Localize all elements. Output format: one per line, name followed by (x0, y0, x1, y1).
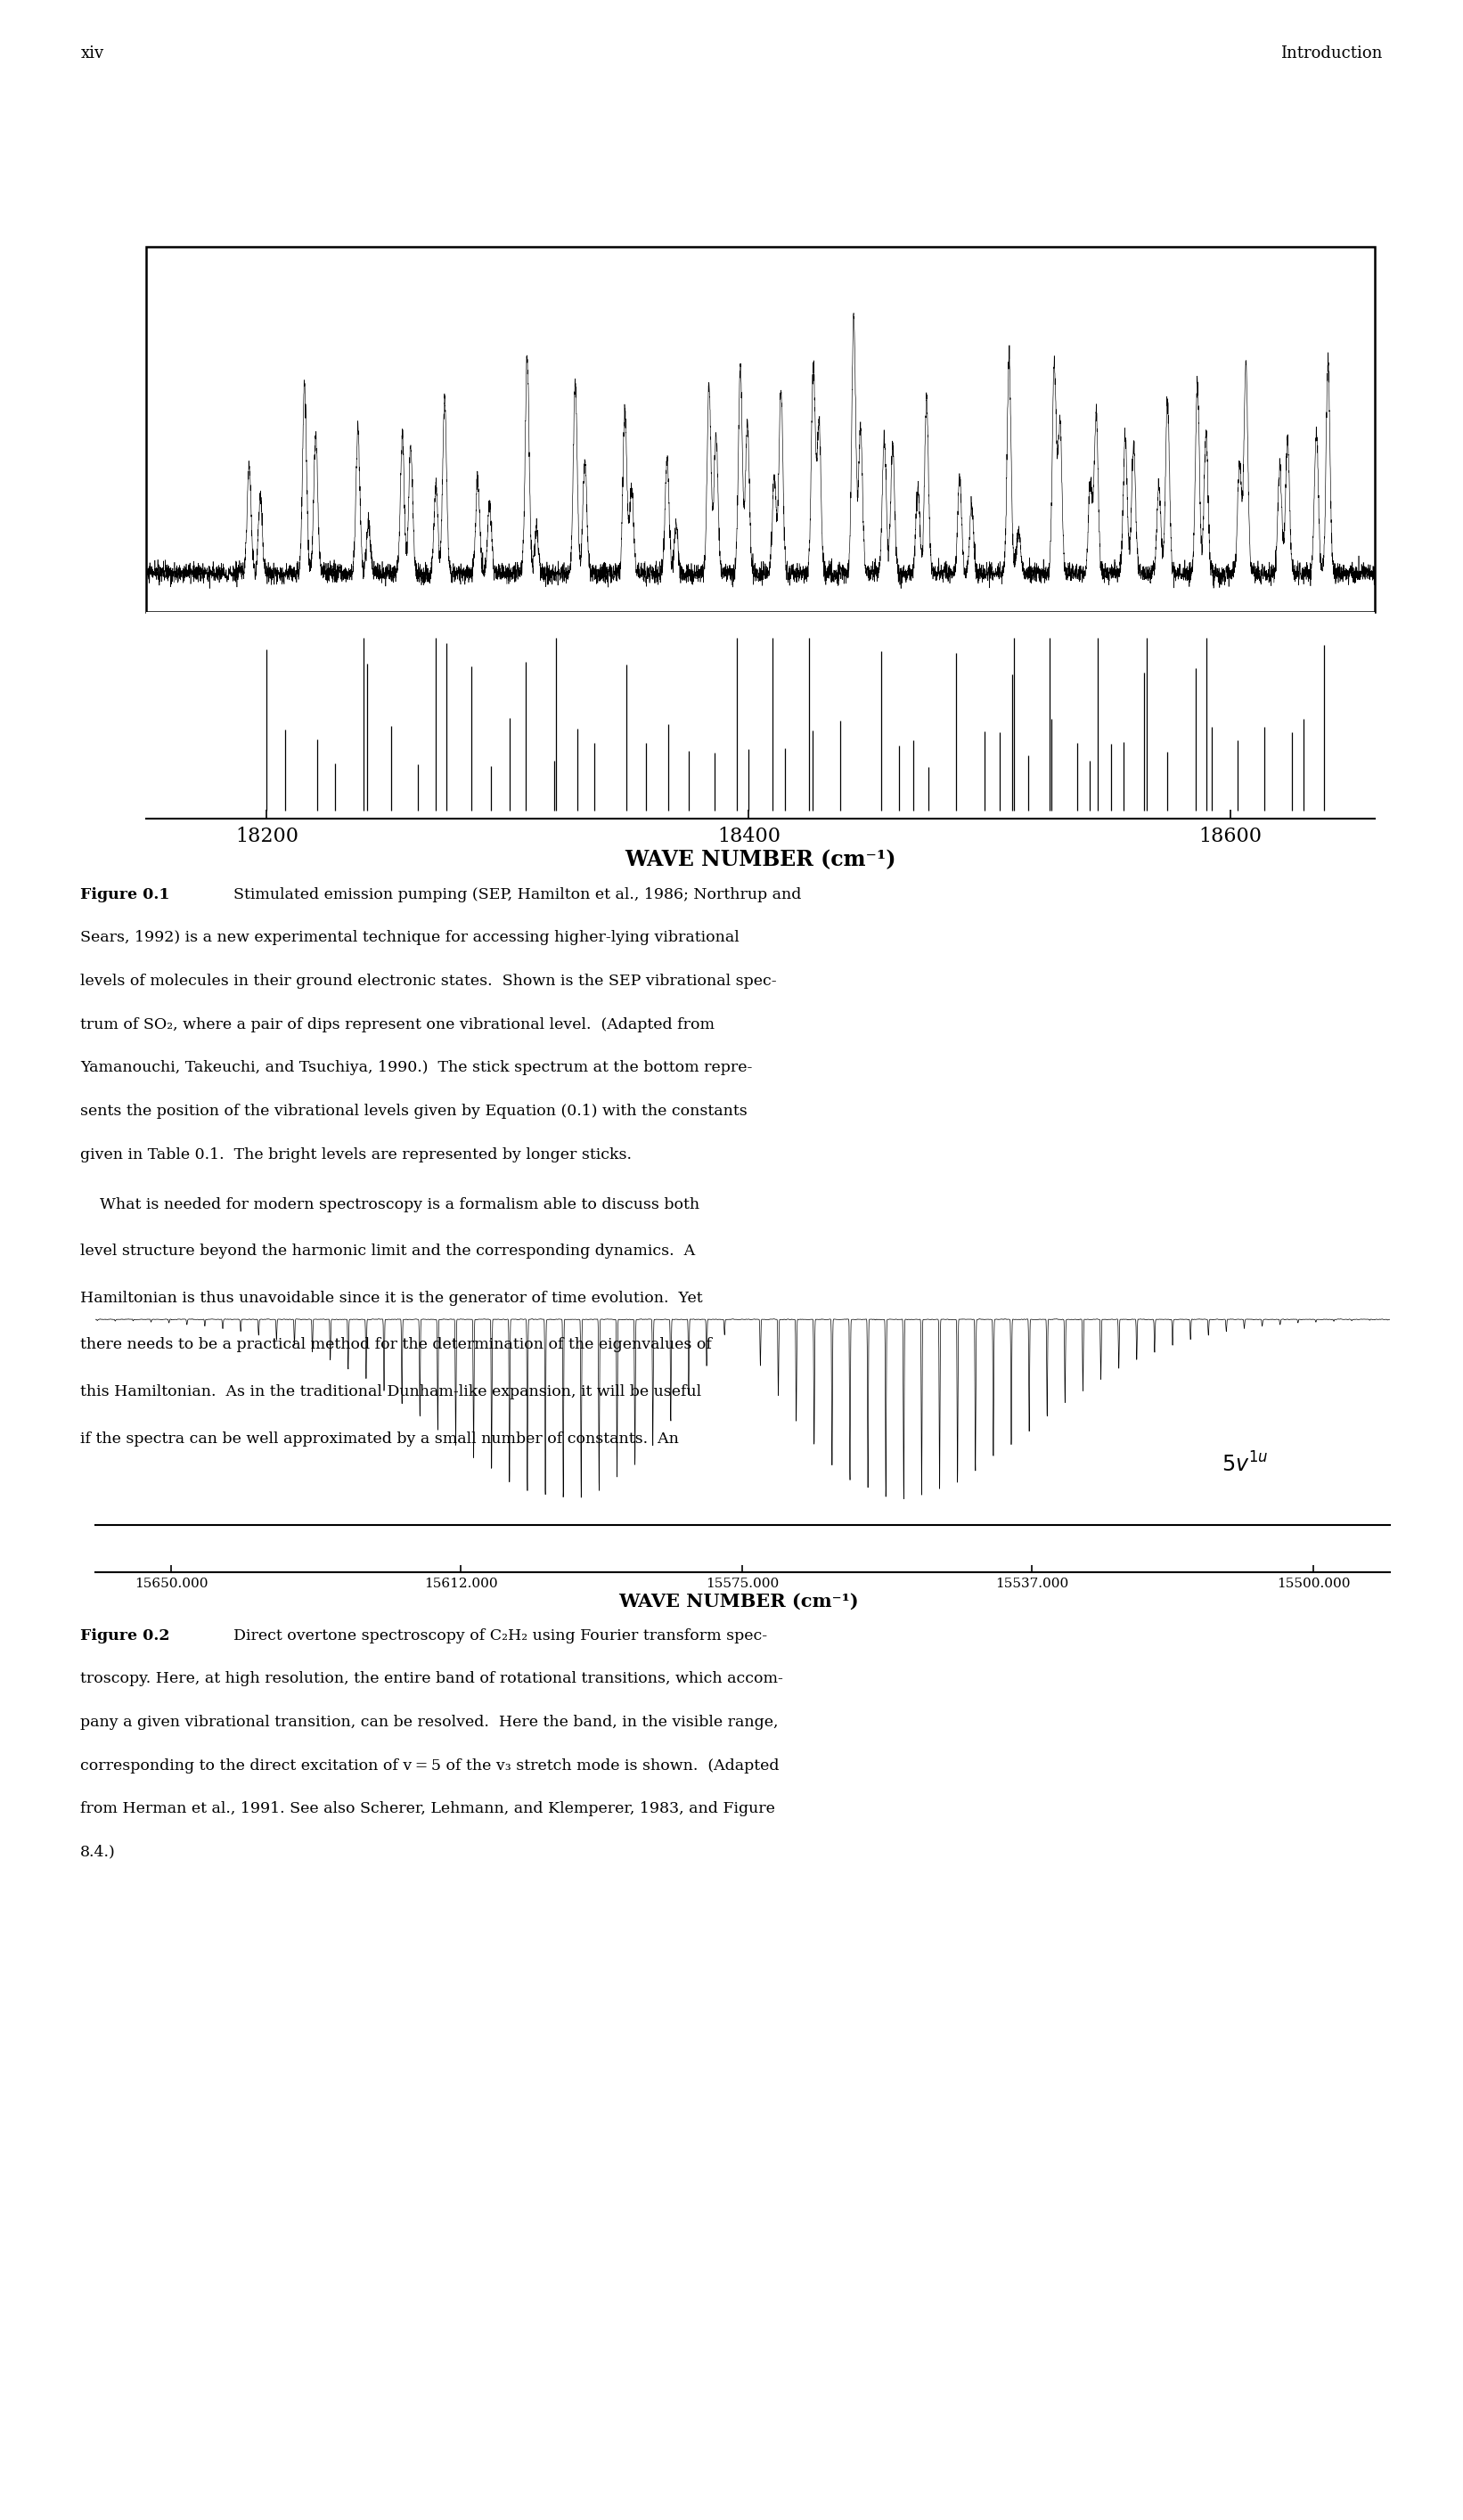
Text: there needs to be a practical method for the determination of the eigenvalues of: there needs to be a practical method for… (80, 1338, 712, 1353)
Text: troscopy. Here, at high resolution, the entire band of rotational transitions, w: troscopy. Here, at high resolution, the … (80, 1671, 783, 1686)
Text: Stimulated emission pumping (SEP, Hamilton et al., 1986; Northrup and: Stimulated emission pumping (SEP, Hamilt… (224, 887, 802, 902)
Text: Introduction: Introduction (1280, 45, 1383, 60)
Text: pany a given vibrational transition, can be resolved.  Here the band, in the vis: pany a given vibrational transition, can… (80, 1714, 778, 1729)
Text: xiv: xiv (80, 45, 104, 60)
Text: 8.4.): 8.4.) (80, 1845, 116, 1860)
Text: What is needed for modern spectroscopy is a formalism able to discuss both: What is needed for modern spectroscopy i… (80, 1197, 699, 1212)
Text: sents the position of the vibrational levels given by Equation (0.1) with the co: sents the position of the vibrational le… (80, 1104, 748, 1119)
Text: WAVE NUMBER (cm⁻¹): WAVE NUMBER (cm⁻¹) (625, 849, 897, 869)
Text: Sears, 1992) is a new experimental technique for accessing higher-lying vibratio: Sears, 1992) is a new experimental techn… (80, 930, 740, 945)
Text: if the spectra can be well approximated by a small number of constants.  An: if the spectra can be well approximated … (80, 1431, 679, 1446)
Text: given in Table 0.1.  The bright levels are represented by longer sticks.: given in Table 0.1. The bright levels ar… (80, 1147, 632, 1162)
Text: this Hamiltonian.  As in the traditional Dunham-like expansion, it will be usefu: this Hamiltonian. As in the traditional … (80, 1383, 702, 1399)
Text: trum of SO₂, where a pair of dips represent one vibrational level.  (Adapted fro: trum of SO₂, where a pair of dips repres… (80, 1018, 715, 1033)
Text: Hamiltonian is thus unavoidable since it is the generator of time evolution.  Ye: Hamiltonian is thus unavoidable since it… (80, 1290, 702, 1305)
Text: corresponding to the direct excitation of v = 5 of the v₃ stretch mode is shown.: corresponding to the direct excitation o… (80, 1759, 780, 1774)
Text: from Herman et al., 1991. See also Scherer, Lehmann, and Klemperer, 1983, and Fi: from Herman et al., 1991. See also Scher… (80, 1802, 775, 1817)
Text: Yamanouchi, Takeuchi, and Tsuchiya, 1990.)  The stick spectrum at the bottom rep: Yamanouchi, Takeuchi, and Tsuchiya, 1990… (80, 1061, 752, 1076)
Text: Direct overtone spectroscopy of C₂H₂ using Fourier transform spec-: Direct overtone spectroscopy of C₂H₂ usi… (224, 1628, 768, 1643)
Text: $5v^{1u}$: $5v^{1u}$ (1222, 1452, 1268, 1477)
Text: WAVE NUMBER (cm⁻¹): WAVE NUMBER (cm⁻¹) (619, 1593, 859, 1610)
Text: level structure beyond the harmonic limit and the corresponding dynamics.  A: level structure beyond the harmonic limi… (80, 1245, 695, 1260)
Bar (146, 247, 1375, 612)
Text: Figure 0.2: Figure 0.2 (80, 1628, 170, 1643)
Text: levels of molecules in their ground electronic states.  Shown is the SEP vibrati: levels of molecules in their ground elec… (80, 973, 777, 988)
Text: Figure 0.1: Figure 0.1 (80, 887, 170, 902)
